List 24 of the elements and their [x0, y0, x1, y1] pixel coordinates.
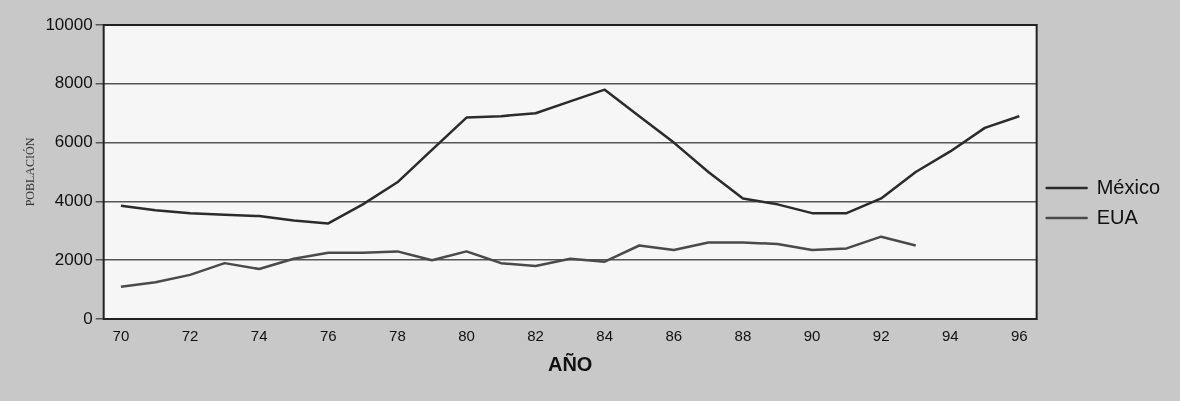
y-tick-label: 10000	[45, 14, 93, 34]
x-tick-label: 90	[803, 327, 821, 345]
y-tick-label: 4000	[54, 191, 93, 211]
x-tick-label: 92	[872, 327, 890, 345]
x-tick-label: 88	[734, 327, 752, 345]
x-tick-label: 74	[250, 327, 268, 345]
y-tick-label: 0	[83, 308, 93, 328]
x-tick-label: 82	[527, 327, 544, 345]
x-tick-label: 80	[458, 327, 475, 345]
x-tick-label: 86	[665, 327, 683, 345]
x-tick-label: 70	[112, 327, 130, 345]
y-axis-title: POBLACIÓN	[23, 137, 38, 207]
x-tick-label: 72	[181, 327, 199, 345]
x-tick-label: 78	[389, 327, 406, 345]
legend-label: EUA	[1096, 205, 1139, 228]
y-tick-label: 8000	[54, 73, 93, 93]
y-tick-label: 6000	[54, 132, 93, 152]
y-tick-label: 2000	[54, 249, 93, 269]
x-tick-label: 84	[596, 327, 614, 345]
x-tick-label: 76	[319, 327, 337, 345]
x-axis-title: AÑO	[547, 352, 593, 375]
x-tick-label: 96	[1011, 327, 1028, 345]
x-tick-label: 94	[941, 327, 959, 345]
legend-label: México	[1096, 175, 1161, 198]
